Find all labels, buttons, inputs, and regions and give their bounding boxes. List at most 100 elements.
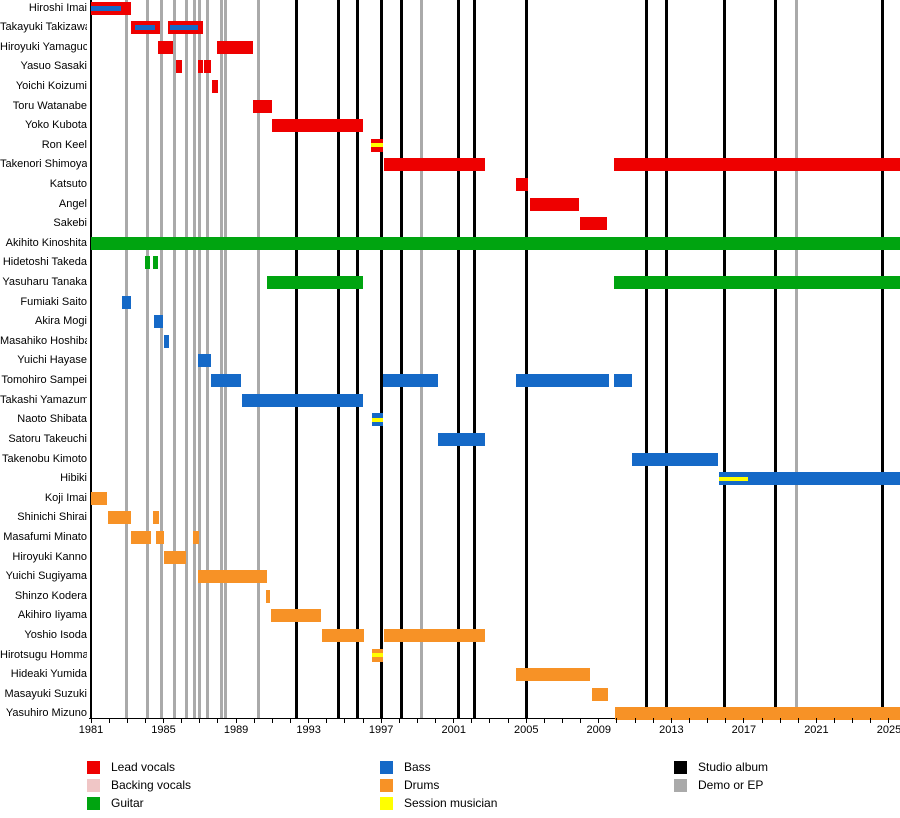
year-tick bbox=[435, 718, 437, 723]
member-name-label: Yuichi Hayase bbox=[17, 354, 87, 367]
bass-stripe bbox=[134, 25, 156, 31]
x-axis-line bbox=[89, 717, 900, 719]
member-name-label: Yasuhiro Mizuno bbox=[5, 707, 87, 720]
member-name-label: Angel bbox=[58, 197, 87, 210]
member-tenure-bar bbox=[164, 334, 169, 348]
member-name-label: Masafumi Minato bbox=[3, 530, 87, 543]
member-name-label: Ron Keel bbox=[41, 138, 87, 151]
studio-album-line bbox=[645, 0, 648, 718]
year-tick bbox=[344, 718, 346, 723]
year-tick bbox=[416, 718, 418, 723]
year-tick bbox=[90, 718, 92, 723]
legend-label: Drums bbox=[404, 777, 440, 792]
year-tick bbox=[308, 718, 310, 723]
member-tenure-bar bbox=[591, 687, 609, 701]
member-tenure-bar bbox=[91, 491, 107, 505]
year-tick bbox=[616, 718, 618, 723]
studio-album-line bbox=[473, 0, 477, 718]
member-tenure-bar bbox=[515, 177, 529, 191]
year-tick-label: 2009 bbox=[586, 724, 612, 736]
member-name-label: Takenobu Kimoto bbox=[2, 452, 87, 465]
year-tick-label: 2021 bbox=[804, 724, 829, 736]
member-name-label: Takenori Shimoyama bbox=[0, 158, 87, 171]
member-tenure-bar bbox=[321, 629, 365, 643]
member-tenure-bar bbox=[631, 452, 718, 466]
studio-album-line bbox=[294, 0, 298, 718]
year-tick bbox=[489, 718, 491, 723]
member-name-label: Tomohiro Sampei bbox=[1, 374, 87, 387]
member-tenure-bar bbox=[107, 511, 131, 525]
member-tenure-bar bbox=[719, 472, 900, 486]
legend-swatch-drums bbox=[380, 778, 393, 792]
year-tick bbox=[834, 718, 836, 723]
year-tick bbox=[199, 718, 201, 723]
member-tenure-bar bbox=[515, 668, 590, 682]
member-tenure-bar bbox=[266, 276, 364, 290]
studio-album-line bbox=[380, 0, 384, 718]
member-name-label: Yuichi Sugiyama bbox=[5, 570, 87, 583]
member-name-label: Hirotsugu Homma bbox=[0, 648, 87, 661]
year-tick bbox=[471, 718, 473, 723]
member-name-label: Yasuo Sasaki bbox=[20, 60, 87, 73]
year-tick bbox=[543, 718, 545, 723]
member-name-label: Sakebi bbox=[53, 217, 87, 230]
demo-ep-line bbox=[795, 0, 799, 718]
member-tenure-bar bbox=[197, 570, 267, 584]
demo-ep-line bbox=[419, 0, 423, 718]
year-tick bbox=[507, 718, 509, 723]
year-tick-label: 1985 bbox=[151, 724, 176, 736]
member-tenure-bar bbox=[157, 40, 174, 54]
demo-ep-line bbox=[185, 0, 189, 718]
legend-swatch-session bbox=[380, 796, 393, 810]
member-tenure-bar bbox=[270, 609, 321, 623]
member-name-label: Akihiro Iiyama bbox=[17, 609, 87, 622]
member-tenure-bar bbox=[152, 511, 159, 525]
member-tenure-bar bbox=[383, 374, 439, 388]
year-tick bbox=[634, 718, 636, 723]
year-tick bbox=[144, 718, 146, 723]
member-tenure-bar bbox=[266, 589, 270, 603]
legend-label: Bass bbox=[404, 759, 431, 774]
member-tenure-bar bbox=[579, 217, 608, 231]
year-tick bbox=[181, 718, 183, 723]
year-tick bbox=[815, 718, 817, 723]
member-tenure-bar bbox=[614, 158, 900, 172]
demo-ep-line bbox=[173, 0, 177, 718]
member-tenure-bar bbox=[530, 197, 580, 211]
member-tenure-bar bbox=[515, 374, 610, 388]
member-tenure-bar bbox=[155, 530, 165, 544]
member-tenure-bar bbox=[216, 40, 254, 54]
member-tenure-bar bbox=[198, 354, 212, 368]
member-tenure-bar bbox=[198, 60, 204, 74]
member-tenure-bar bbox=[384, 629, 485, 643]
member-name-label: Takayuki Takizawa bbox=[0, 21, 87, 34]
year-tick bbox=[888, 718, 890, 723]
session-musician-stripe bbox=[719, 476, 748, 481]
legend-label: Guitar bbox=[111, 795, 144, 810]
demo-ep-line bbox=[220, 0, 224, 718]
year-tick bbox=[380, 718, 382, 723]
studio-album-line bbox=[355, 0, 359, 718]
member-tenure-bar bbox=[193, 530, 200, 544]
year-tick-label: 2017 bbox=[731, 724, 757, 736]
member-tenure-bar bbox=[614, 707, 900, 721]
year-tick-label: 1997 bbox=[368, 724, 394, 736]
year-tick bbox=[797, 718, 799, 723]
member-name-label: Koji Imai bbox=[44, 491, 87, 504]
year-tick bbox=[562, 718, 564, 723]
legend-label: Backing vocals bbox=[111, 777, 192, 792]
bass-stripe bbox=[170, 25, 198, 31]
member-tenure-bar bbox=[211, 374, 241, 388]
year-tick bbox=[126, 718, 128, 723]
bass-stripe bbox=[91, 5, 121, 11]
year-tick bbox=[743, 718, 745, 723]
y-axis-line bbox=[89, 0, 92, 718]
year-tick bbox=[852, 718, 854, 723]
member-tenure-bar bbox=[121, 295, 131, 309]
legend-swatch-lead_vocals bbox=[87, 760, 100, 774]
year-tick-label: 2013 bbox=[659, 724, 684, 736]
member-tenure-bar bbox=[438, 432, 485, 446]
member-name-label: Hibiki bbox=[60, 472, 87, 485]
member-name-label: Hiroyuki Yamaguchi bbox=[0, 40, 87, 53]
